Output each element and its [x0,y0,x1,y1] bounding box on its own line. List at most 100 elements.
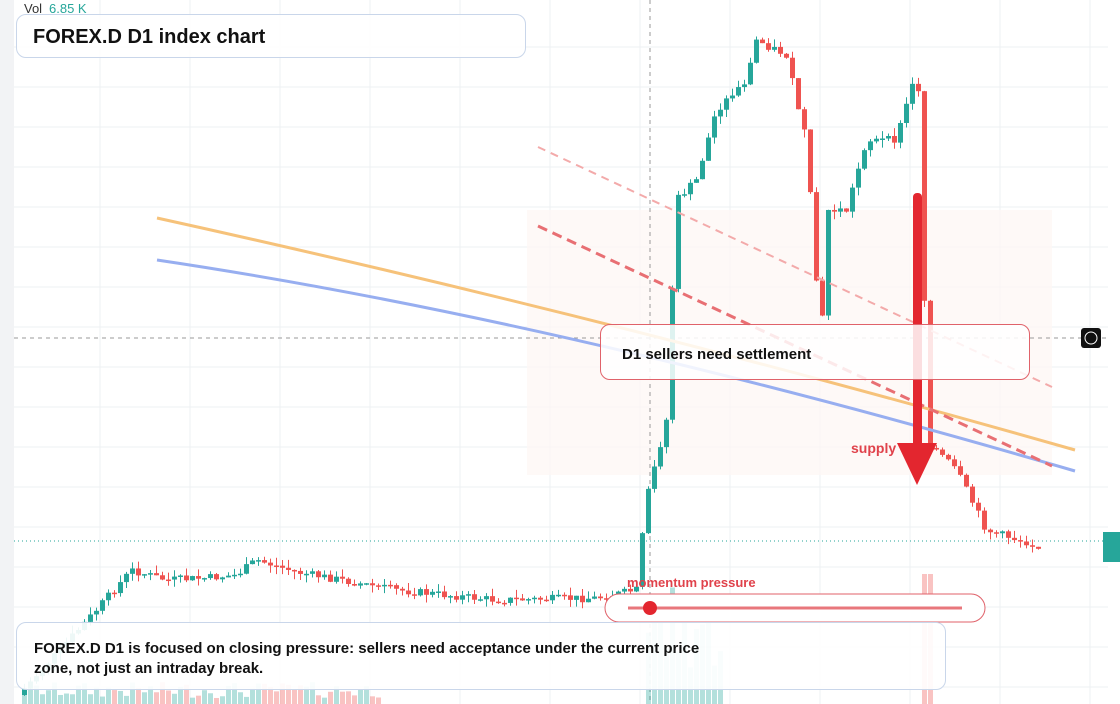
candle [454,596,459,600]
candle [724,98,729,110]
volume-bar [178,686,183,704]
candle [448,596,453,598]
candle [1000,531,1005,534]
candle [442,591,447,598]
candle [994,532,999,534]
candle [22,688,27,695]
trend-lower [537,224,1053,468]
volume-bar [328,691,333,704]
candle [400,588,405,591]
candle [652,466,657,489]
candle [730,95,735,99]
trend-upper [537,146,1053,388]
volume-bar [160,682,165,704]
candle [718,109,723,117]
slider-knob [643,601,657,615]
candle [268,562,273,566]
candle [520,598,525,601]
volume-bar [100,696,105,704]
candle [814,192,819,281]
crosshair-button[interactable] [1081,328,1101,348]
candle [646,488,651,534]
candle [478,599,483,601]
candle [592,596,597,599]
candle [190,576,195,581]
candle [676,194,681,289]
candle [130,568,135,574]
candle [640,533,645,587]
candle [118,582,123,594]
candle [388,584,393,587]
candle [424,589,429,595]
candle [262,560,267,563]
volume-value: 6.85 K [49,1,87,16]
volume-bar [208,693,213,704]
candle [460,595,465,600]
volume-bar [376,697,381,704]
candle [466,594,471,596]
candle [358,583,363,586]
volume-bar [292,689,297,704]
candle [406,590,411,595]
candle [1036,546,1041,549]
volume-bar [154,692,159,704]
candle [568,595,573,600]
volume-bar [64,693,69,704]
candle [142,574,147,576]
summary-text: FOREX.D D1 is focused on closing pressur… [34,640,700,677]
candle [160,575,165,580]
volume-bar [268,687,273,704]
volume-bar [52,682,57,704]
candle [934,447,939,450]
candle [838,208,843,212]
candle [766,43,771,50]
volume-bar [46,690,51,704]
volume-bar [316,695,321,704]
candle [904,103,909,124]
candle [472,594,477,600]
candle [208,574,213,579]
candle [688,182,693,195]
volume-bar [148,686,153,704]
candle [628,588,633,592]
volume-bar [130,682,135,704]
candle [892,136,897,143]
volume-bar [28,683,33,704]
candle [166,579,171,582]
candle [940,449,945,455]
candle [178,575,183,577]
candle [880,138,885,140]
candle [244,564,249,574]
candle [274,565,279,567]
volume-bar [106,687,111,704]
candle [754,39,759,63]
title-box: FOREX.D D1 index chart [16,14,526,58]
candle [538,597,543,600]
candle [808,129,813,193]
candle [874,138,879,142]
candle [946,454,951,460]
volume-bar [22,694,27,704]
title: FOREX.D D1 index chart [33,26,266,48]
candle [550,594,555,601]
candle [322,574,327,578]
candle [910,83,915,104]
volume-bar [40,694,45,704]
candle [562,594,567,597]
candle [250,560,255,565]
candle [586,598,591,603]
volume-bar [58,694,63,704]
candle [574,595,579,600]
momentum-label: momentum pressure [627,575,756,590]
volume-bar [70,694,75,704]
candle [544,599,549,602]
candle [370,583,375,586]
candle [328,574,333,582]
candle [712,116,717,138]
volume-bar [262,683,267,704]
candle [202,578,207,580]
volume-bar [136,687,141,704]
candle [580,595,585,603]
candle [598,596,603,599]
